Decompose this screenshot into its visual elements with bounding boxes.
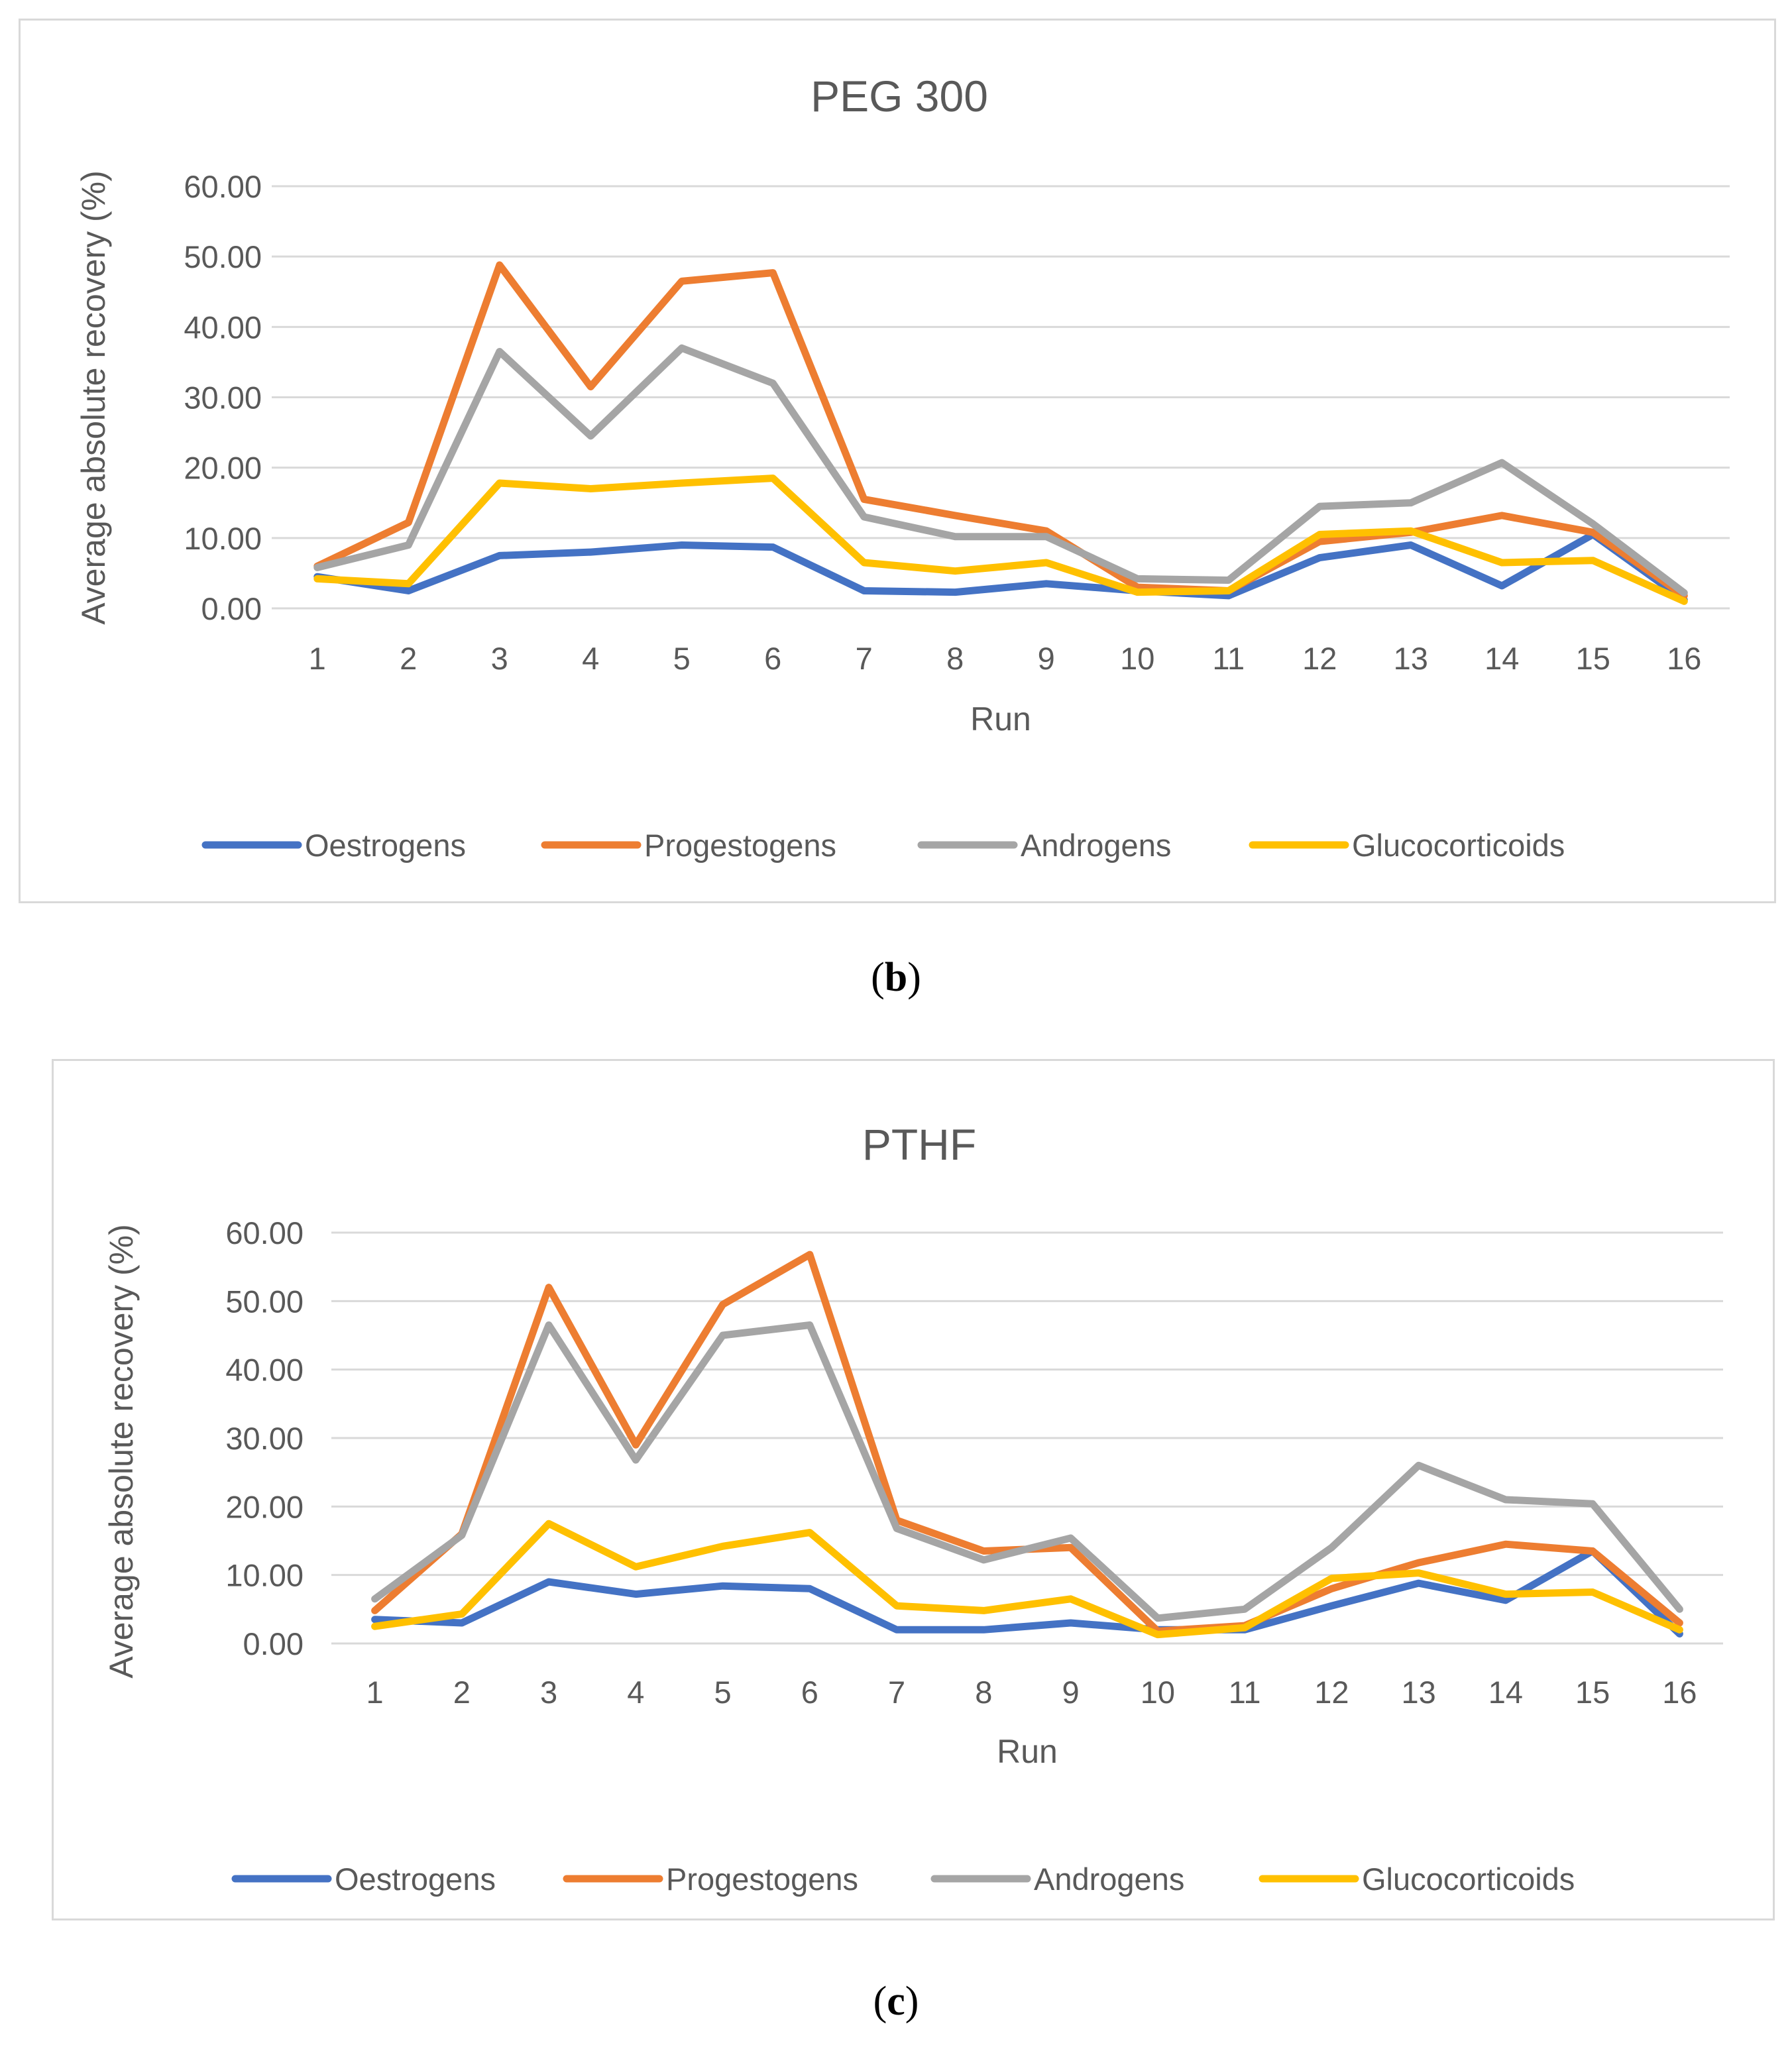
series-line-androgens — [371, 1321, 1683, 1622]
y-axis-label: Average absolute recovery (%) — [103, 1224, 140, 1679]
x-tick-label: 3 — [540, 1675, 557, 1710]
legend-label-androgens: Androgens — [1034, 1861, 1184, 1897]
y-tick-label: 30.00 — [225, 1421, 304, 1456]
series-line-glucocorticoids — [371, 1520, 1683, 1639]
y-tick-label: 20.00 — [225, 1489, 304, 1524]
y-tick-label: 0.00 — [243, 1626, 304, 1661]
x-tick-label: 8 — [946, 641, 964, 676]
x-tick-label: 15 — [1575, 1675, 1610, 1710]
y-tick-label: 30.00 — [184, 380, 262, 416]
x-tick-label: 14 — [1484, 641, 1519, 676]
chart-title: PTHF — [862, 1120, 976, 1169]
series-line-androgens — [313, 344, 1688, 597]
y-tick-label: 60.00 — [184, 169, 262, 204]
x-tick-label: 11 — [1212, 641, 1245, 676]
x-tick-label: 1 — [366, 1675, 384, 1710]
series-line-oestrogens — [371, 1547, 1683, 1638]
legend-label-progestogens: Progestogens — [666, 1861, 858, 1897]
chart-b: PEG 300 0.00 10.00 20.00 30.00 40.00 50.00 60.0… — [75, 72, 1730, 863]
x-tick-label: 7 — [888, 1675, 905, 1710]
x-tick-label: 11 — [1229, 1675, 1261, 1710]
x-tick-label: 8 — [975, 1675, 992, 1710]
x-tick-label: 1 — [309, 641, 326, 676]
x-tick-label: 13 — [1394, 641, 1428, 676]
y-tick-label: 50.00 — [184, 239, 262, 274]
x-tick-label: 6 — [764, 641, 781, 676]
x-tick-label: 3 — [491, 641, 508, 676]
legend-label-progestogens: Progestogens — [644, 828, 836, 863]
x-tick-label: 16 — [1662, 1675, 1697, 1710]
x-tick-label: 15 — [1576, 641, 1610, 676]
chart-title: PEG 300 — [811, 72, 988, 121]
series-line-progestogens — [313, 261, 1688, 600]
series-line-oestrogens — [313, 531, 1688, 604]
x-tick-label: 2 — [400, 641, 417, 676]
chart-panel-b — [19, 19, 1776, 903]
caption-b-letter: b — [884, 955, 908, 1000]
x-tick-label: 5 — [714, 1675, 732, 1710]
x-tick-label: 4 — [582, 641, 599, 676]
y-tick-label: 10.00 — [184, 521, 262, 556]
caption-c: (c) — [873, 1979, 919, 2024]
x-tick-label: 10 — [1141, 1675, 1175, 1710]
x-tick-label: 14 — [1488, 1675, 1523, 1710]
x-tick-label: 10 — [1120, 641, 1154, 676]
x-axis-label: Run — [970, 700, 1031, 738]
x-tick-label: 7 — [856, 641, 873, 676]
x-tick-label: 13 — [1401, 1675, 1435, 1710]
legend-label-androgens: Androgens — [1021, 828, 1171, 863]
x-tick-label: 4 — [627, 1675, 644, 1710]
y-tick-label: 40.00 — [225, 1353, 304, 1388]
x-tick-label: 12 — [1302, 641, 1337, 676]
x-axis-label: Run — [997, 1733, 1058, 1770]
caption-c-letter: c — [887, 1979, 905, 2024]
y-tick-label: 60.00 — [225, 1215, 304, 1250]
y-axis-label: Average absolute recovery (%) — [75, 170, 112, 625]
x-tick-label: 12 — [1314, 1675, 1349, 1710]
x-tick-label: 16 — [1667, 641, 1701, 676]
y-tick-label: 10.00 — [225, 1558, 304, 1593]
series-line-glucocorticoids — [313, 474, 1688, 605]
legend-label-glucocorticoids: Glucocorticoids — [1362, 1861, 1575, 1897]
y-tick-label: 50.00 — [225, 1284, 304, 1319]
x-tick-label: 2 — [453, 1675, 471, 1710]
legend-label-oestrogens: Oestrogens — [335, 1861, 496, 1897]
y-tick-label: 40.00 — [184, 309, 262, 345]
legend-label-oestrogens: Oestrogens — [305, 828, 466, 863]
x-tick-label: 9 — [1062, 1675, 1080, 1710]
x-tick-label: 9 — [1038, 641, 1055, 676]
caption-b: (b) — [871, 955, 921, 1000]
x-tick-label: 5 — [673, 641, 691, 676]
x-tick-label: 6 — [801, 1675, 818, 1710]
legend-label-glucocorticoids: Glucocorticoids — [1352, 828, 1565, 863]
y-tick-label: 0.00 — [201, 591, 262, 626]
y-tick-label: 20.00 — [184, 451, 262, 486]
